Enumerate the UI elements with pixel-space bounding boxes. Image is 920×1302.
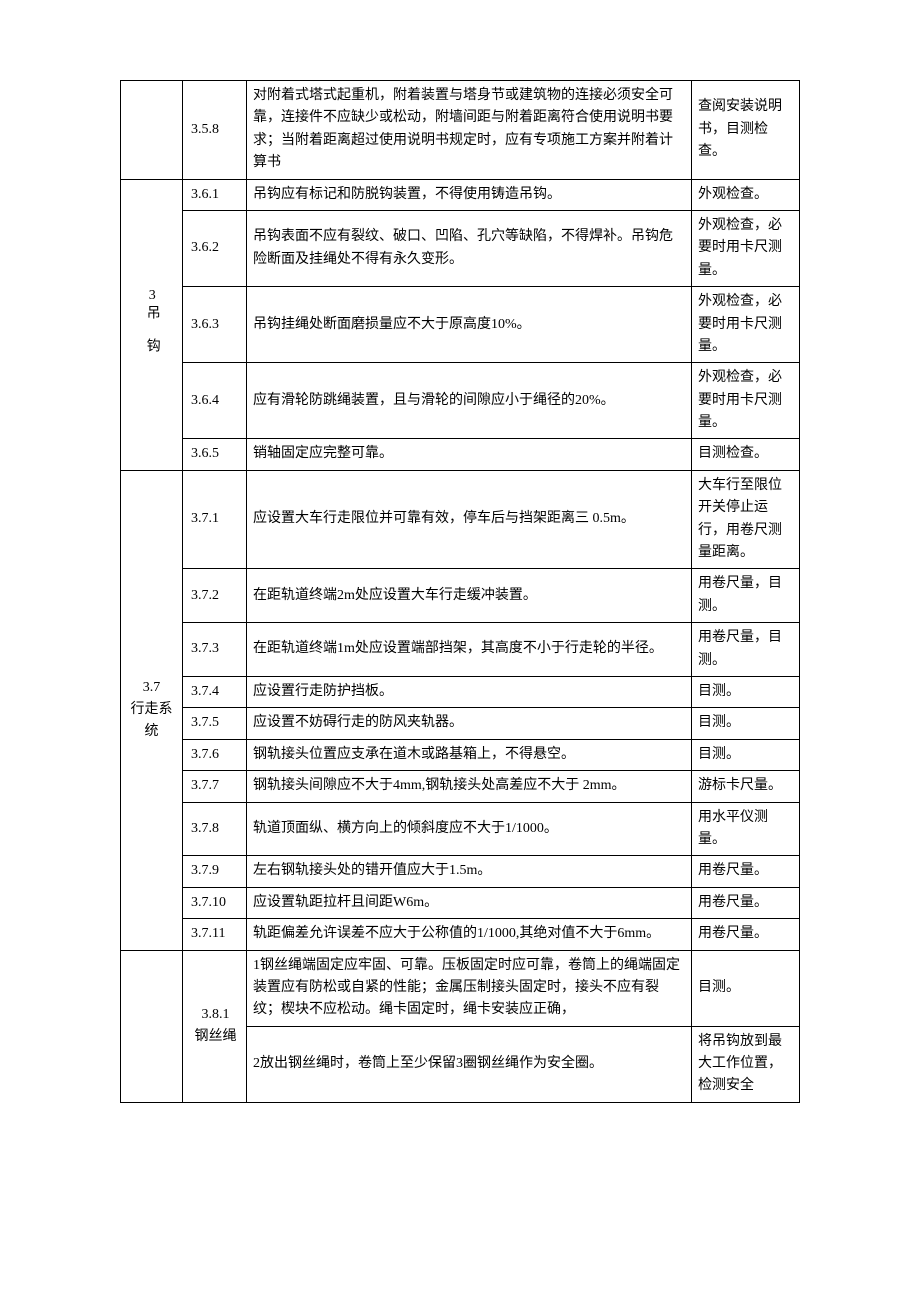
num-line2: 钢丝绳 xyxy=(195,1029,237,1044)
requirement-cell: 应有滑轮防跳绳装置，且与滑轮的间隙应小于绳径的20%。 xyxy=(247,363,692,439)
inspection-table: 3.5.8 对附着式塔式起重机，附着装置与塔身节或建筑物的连接必须安全可靠，连接… xyxy=(120,80,800,1103)
method-cell: 用卷尺量。 xyxy=(692,919,800,950)
table-row: 3.6.3 吊钩挂绳处断面磨损量应不大于原高度10%。 外观检查，必要时用卡尺测… xyxy=(121,287,800,363)
method-cell: 外观检查，必要时用卡尺测量。 xyxy=(692,210,800,286)
item-number: 3.6.2 xyxy=(183,210,247,286)
requirement-cell: 吊钩挂绳处断面磨损量应不大于原高度10%。 xyxy=(247,287,692,363)
section-label-vertical: 3吊 钩 xyxy=(140,288,162,354)
item-number: 3.7.8 xyxy=(183,802,247,856)
method-cell: 目测检查。 xyxy=(692,439,800,470)
requirement-cell: 1钢丝绳端固定应牢固、可靠。压板固定时应可靠，卷筒上的绳端固定装置应有防松或自紧… xyxy=(247,950,692,1026)
method-cell: 将吊钩放到最大工作位置，检测安全 xyxy=(692,1026,800,1102)
item-number: 3.7.10 xyxy=(183,887,247,918)
table-row: 3.7.3 在距轨道终端1m处应设置端部挡架，其高度不小于行走轮的半径。 用卷尺… xyxy=(121,623,800,677)
requirement-cell: 在距轨道终端2m处应设置大车行走缓冲装置。 xyxy=(247,569,692,623)
requirement-cell: 销轴固定应完整可靠。 xyxy=(247,439,692,470)
table-row: 3.8.1 钢丝绳 1钢丝绳端固定应牢固、可靠。压板固定时应可靠，卷筒上的绳端固… xyxy=(121,950,800,1026)
section-cell-travel: 3.7 行走系统 xyxy=(121,470,183,950)
table-row: 3.7.9 左右钢轨接头处的错开值应大于1.5m。 用卷尺量。 xyxy=(121,856,800,887)
section-cell xyxy=(121,81,183,180)
table-row: 3.6.4 应有滑轮防跳绳装置，且与滑轮的间隙应小于绳径的20%。 外观检查，必… xyxy=(121,363,800,439)
table-row: 3.7.7 钢轨接头间隙应不大于4mm,钢轨接头处高差应不大于 2mm。 游标卡… xyxy=(121,771,800,802)
item-number: 3.7.11 xyxy=(183,919,247,950)
requirement-cell: 钢轨接头间隙应不大于4mm,钢轨接头处高差应不大于 2mm。 xyxy=(247,771,692,802)
requirement-cell: 轨距偏差允许误差不应大于公称值的1/1000,其绝对值不大于6mm。 xyxy=(247,919,692,950)
method-cell: 外观检查，必要时用卡尺测量。 xyxy=(692,287,800,363)
requirement-cell: 应设置大车行走限位并可靠有效，停车后与挡架距离三 0.5m。 xyxy=(247,470,692,569)
method-cell: 目测。 xyxy=(692,739,800,770)
requirement-cell: 在距轨道终端1m处应设置端部挡架，其高度不小于行走轮的半径。 xyxy=(247,623,692,677)
requirement-cell: 2放出钢丝绳时，卷筒上至少保留3圈钢丝绳作为安全圈。 xyxy=(247,1026,692,1102)
table-row: 3.7.11 轨距偏差允许误差不应大于公称值的1/1000,其绝对值不大于6mm… xyxy=(121,919,800,950)
requirement-cell: 吊钩应有标记和防脱钩装置，不得使用铸造吊钩。 xyxy=(247,179,692,210)
method-cell: 目测。 xyxy=(692,676,800,707)
section-cell-wire xyxy=(121,950,183,1102)
table-row: 3.7.8 轨道顶面纵、横方向上的倾斜度应不大于1/1000。 用水平仪测量。 xyxy=(121,802,800,856)
table-row: 3.7.5 应设置不妨碍行走的防风夹轨器。 目测。 xyxy=(121,708,800,739)
method-cell: 目测。 xyxy=(692,950,800,1026)
requirement-cell: 钢轨接头位置应支承在道木或路基箱上，不得悬空。 xyxy=(247,739,692,770)
method-cell: 用卷尺量。 xyxy=(692,856,800,887)
method-cell: 目测。 xyxy=(692,708,800,739)
requirement-cell: 应设置行走防护挡板。 xyxy=(247,676,692,707)
method-cell: 大车行至限位开关停止运行，用卷尺测量距离。 xyxy=(692,470,800,569)
item-number: 3.7.3 xyxy=(183,623,247,677)
section-cell-hook: 3吊 钩 xyxy=(121,179,183,470)
method-cell: 外观检查，必要时用卡尺测量。 xyxy=(692,363,800,439)
method-cell: 游标卡尺量。 xyxy=(692,771,800,802)
requirement-cell: 吊钩表面不应有裂纹、破口、凹陷、孔穴等缺陷，不得焊补。吊钩危险断面及挂绳处不得有… xyxy=(247,210,692,286)
item-number: 3.6.1 xyxy=(183,179,247,210)
item-number: 3.7.9 xyxy=(183,856,247,887)
item-number: 3.7.7 xyxy=(183,771,247,802)
table-row: 3.7.2 在距轨道终端2m处应设置大车行走缓冲装置。 用卷尺量，目测。 xyxy=(121,569,800,623)
item-number: 3.7.6 xyxy=(183,739,247,770)
item-number: 3.6.4 xyxy=(183,363,247,439)
item-number: 3.7.2 xyxy=(183,569,247,623)
method-cell: 用卷尺量，目测。 xyxy=(692,623,800,677)
requirement-cell: 左右钢轨接头处的错开值应大于1.5m。 xyxy=(247,856,692,887)
item-number: 3.7.4 xyxy=(183,676,247,707)
table-row: 3.7.4 应设置行走防护挡板。 目测。 xyxy=(121,676,800,707)
requirement-cell: 对附着式塔式起重机，附着装置与塔身节或建筑物的连接必须安全可靠，连接件不应缺少或… xyxy=(247,81,692,180)
item-number-wire: 3.8.1 钢丝绳 xyxy=(183,950,247,1102)
method-cell: 外观检查。 xyxy=(692,179,800,210)
item-number: 3.6.5 xyxy=(183,439,247,470)
section-label-line2: 行走系统 xyxy=(131,702,173,739)
requirement-cell: 应设置不妨碍行走的防风夹轨器。 xyxy=(247,708,692,739)
method-cell: 查阅安装说明书，目测检查。 xyxy=(692,81,800,180)
item-number: 3.7.5 xyxy=(183,708,247,739)
requirement-cell: 应设置轨距拉杆且间距W6m。 xyxy=(247,887,692,918)
item-number: 3.6.3 xyxy=(183,287,247,363)
num-line1: 3.8.1 xyxy=(202,1007,230,1022)
table-row: 3.6.2 吊钩表面不应有裂纹、破口、凹陷、孔穴等缺陷，不得焊补。吊钩危险断面及… xyxy=(121,210,800,286)
requirement-cell: 轨道顶面纵、横方向上的倾斜度应不大于1/1000。 xyxy=(247,802,692,856)
table-row: 3.6.5 销轴固定应完整可靠。 目测检查。 xyxy=(121,439,800,470)
document-page: 3.5.8 对附着式塔式起重机，附着装置与塔身节或建筑物的连接必须安全可靠，连接… xyxy=(0,0,920,1183)
table-row: 3.5.8 对附着式塔式起重机，附着装置与塔身节或建筑物的连接必须安全可靠，连接… xyxy=(121,81,800,180)
item-number: 3.7.1 xyxy=(183,470,247,569)
method-cell: 用卷尺量，目测。 xyxy=(692,569,800,623)
method-cell: 用卷尺量。 xyxy=(692,887,800,918)
table-row: 3.7.10 应设置轨距拉杆且间距W6m。 用卷尺量。 xyxy=(121,887,800,918)
table-row: 3.7 行走系统 3.7.1 应设置大车行走限位并可靠有效，停车后与挡架距离三 … xyxy=(121,470,800,569)
section-label-line1: 3.7 xyxy=(143,680,161,695)
method-cell: 用水平仪测量。 xyxy=(692,802,800,856)
table-row: 3.7.6 钢轨接头位置应支承在道木或路基箱上，不得悬空。 目测。 xyxy=(121,739,800,770)
item-number: 3.5.8 xyxy=(183,81,247,180)
table-row: 3吊 钩 3.6.1 吊钩应有标记和防脱钩装置，不得使用铸造吊钩。 外观检查。 xyxy=(121,179,800,210)
